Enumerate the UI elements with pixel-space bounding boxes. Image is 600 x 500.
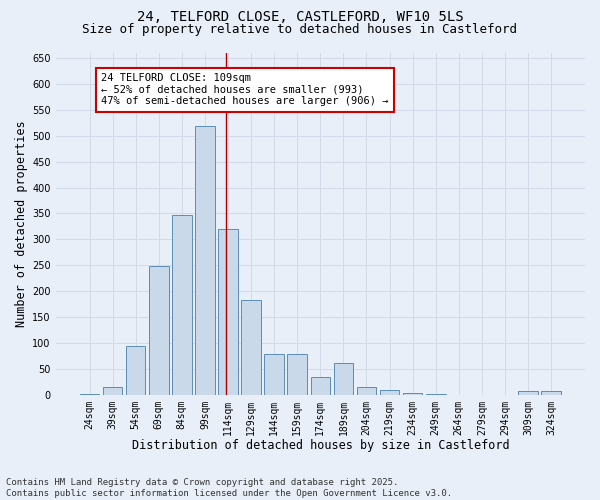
Bar	[541, 391, 561, 395]
Bar	[241, 300, 261, 395]
Bar	[218, 229, 238, 395]
Bar	[287, 354, 307, 395]
Bar	[356, 388, 376, 395]
Y-axis label: Number of detached properties: Number of detached properties	[15, 120, 28, 327]
Text: 24 TELFORD CLOSE: 109sqm
← 52% of detached houses are smaller (993)
47% of semi-: 24 TELFORD CLOSE: 109sqm ← 52% of detach…	[101, 74, 389, 106]
Bar	[149, 266, 169, 395]
Text: 24, TELFORD CLOSE, CASTLEFORD, WF10 5LS: 24, TELFORD CLOSE, CASTLEFORD, WF10 5LS	[137, 10, 463, 24]
Bar	[195, 126, 215, 395]
Bar	[80, 394, 100, 395]
Bar	[403, 392, 422, 395]
Text: Size of property relative to detached houses in Castleford: Size of property relative to detached ho…	[83, 22, 517, 36]
Bar	[172, 214, 191, 395]
Bar	[334, 362, 353, 395]
Bar	[103, 388, 122, 395]
Bar	[126, 346, 145, 395]
Bar	[426, 394, 446, 395]
Text: Contains HM Land Registry data © Crown copyright and database right 2025.
Contai: Contains HM Land Registry data © Crown c…	[6, 478, 452, 498]
Bar	[311, 377, 330, 395]
Bar	[518, 391, 538, 395]
X-axis label: Distribution of detached houses by size in Castleford: Distribution of detached houses by size …	[131, 440, 509, 452]
Bar	[265, 354, 284, 395]
Bar	[380, 390, 400, 395]
